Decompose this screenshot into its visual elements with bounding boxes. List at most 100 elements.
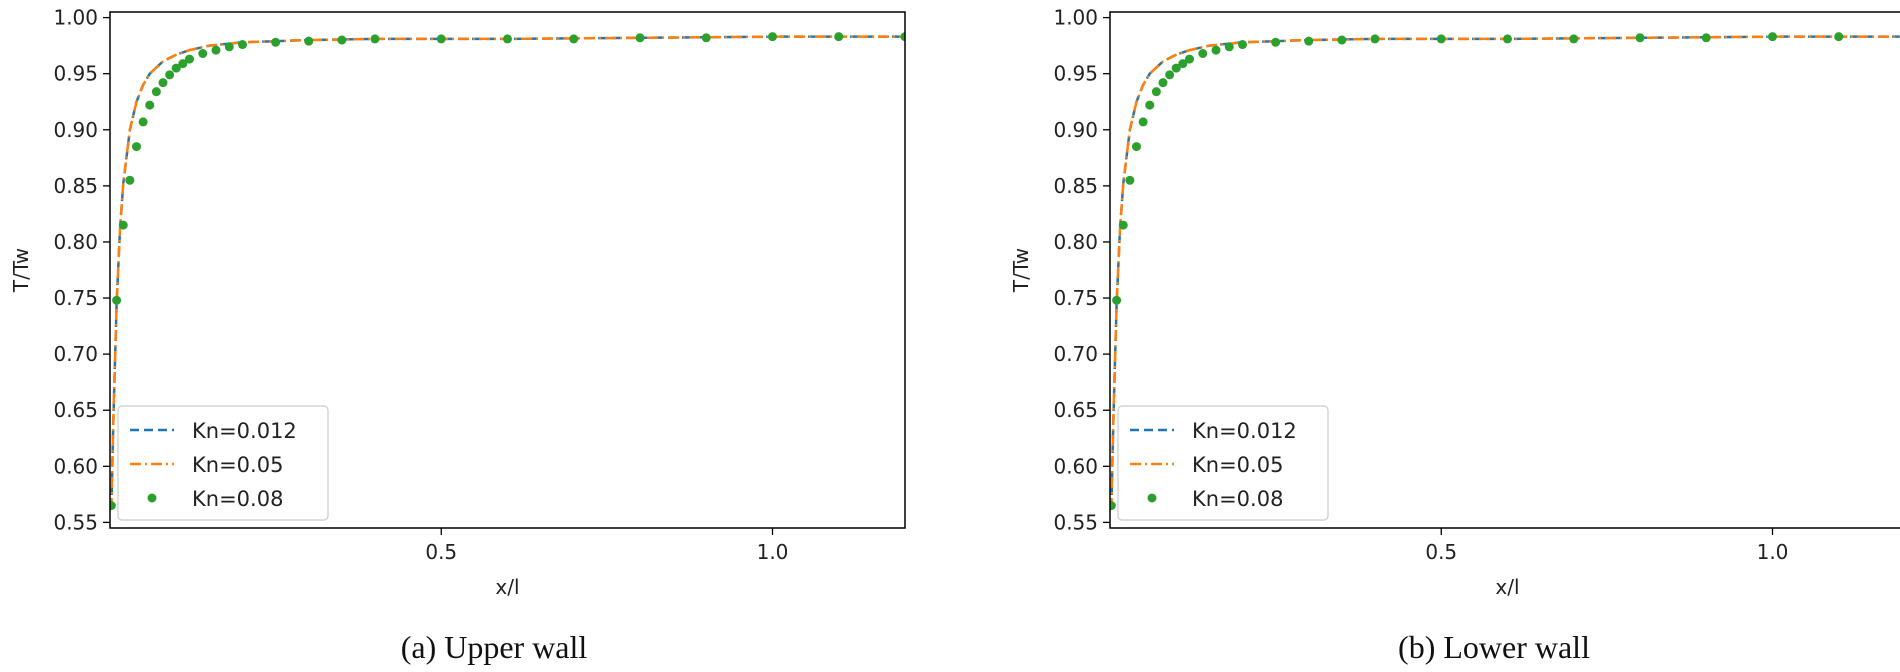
x-tick-label: 0.5 — [425, 540, 457, 564]
y-tick-label: 0.80 — [1053, 230, 1098, 254]
legend-box — [117, 405, 329, 521]
data-point — [171, 63, 181, 73]
data-point — [125, 175, 135, 185]
data-point — [1171, 63, 1181, 73]
series-Kn=0.08 — [1110, 32, 1844, 511]
data-point — [132, 142, 141, 152]
chart-panel-2: 0.550.600.650.700.750.800.850.900.951.00… — [1009, 6, 1900, 665]
data-point — [1151, 87, 1161, 97]
data-point — [224, 42, 234, 52]
axes-frame — [1109, 11, 1900, 529]
legend: Kn=0.012 Kn=0.05 Kn=0.08 — [117, 405, 329, 521]
legend-label: Kn=0.05 — [192, 453, 283, 477]
data-point — [503, 34, 512, 44]
series-line-Kn=0.05 — [110, 35, 905, 509]
data-point — [768, 32, 777, 42]
data-point — [1211, 45, 1221, 55]
data-point — [1110, 501, 1116, 511]
data-point — [151, 87, 161, 97]
y-tick-label: 0.80 — [53, 230, 98, 254]
data-point — [569, 34, 579, 44]
x-tick-label: 1.0 — [757, 540, 789, 564]
y-tick-label: 1.00 — [1053, 6, 1098, 30]
legend-marker — [1147, 493, 1157, 503]
y-tick-label: 0.95 — [1053, 62, 1098, 86]
data-point — [1834, 32, 1844, 42]
data-point — [635, 33, 645, 43]
data-point — [138, 117, 148, 127]
panel-caption: (a) Upper wall — [401, 629, 588, 665]
legend-label: Kn=0.08 — [1192, 487, 1283, 511]
data-point — [1436, 34, 1446, 44]
legend-box — [1117, 405, 1329, 521]
data-point — [1165, 70, 1175, 80]
plot-area — [1110, 32, 1900, 511]
y-tick-label: 0.85 — [1053, 174, 1098, 198]
legend-label: Kn=0.05 — [1192, 453, 1283, 477]
y-tick-label: 1.00 — [53, 6, 98, 30]
data-point — [271, 37, 281, 47]
data-point — [1337, 35, 1347, 45]
legend-label: Kn=0.012 — [1192, 419, 1297, 443]
data-point — [158, 78, 168, 88]
data-point — [1125, 175, 1135, 185]
y-tick-label: 0.75 — [53, 286, 98, 310]
data-point — [198, 49, 208, 58]
axes-frame — [109, 11, 906, 529]
x-tick-label: 1.0 — [1757, 540, 1789, 564]
y-tick-label: 0.90 — [1053, 118, 1098, 142]
data-point — [1178, 59, 1188, 69]
data-point — [145, 100, 155, 110]
data-point — [1701, 33, 1711, 43]
data-point — [1503, 34, 1512, 44]
data-point — [1158, 78, 1168, 88]
chart-panel-1: 0.550.600.650.700.750.800.850.900.951.00… — [9, 6, 906, 665]
data-point — [1224, 42, 1234, 52]
data-point — [1198, 49, 1208, 58]
data-point — [1238, 40, 1247, 50]
legend-label: Kn=0.08 — [192, 487, 283, 511]
data-point — [304, 36, 314, 46]
data-point — [185, 54, 194, 64]
legend-marker — [147, 493, 157, 503]
data-point — [1185, 54, 1194, 64]
series-line-Kn=0.05 — [1110, 35, 1900, 509]
data-point — [436, 34, 446, 44]
y-tick-label: 0.95 — [53, 62, 98, 86]
y-axis-label: T/Tw — [9, 248, 33, 293]
data-point — [1768, 32, 1777, 42]
data-point — [112, 295, 122, 305]
y-tick-label: 0.70 — [53, 342, 98, 366]
data-point — [1569, 34, 1579, 44]
data-point — [118, 220, 128, 230]
y-tick-label: 0.55 — [53, 510, 98, 534]
data-point — [1145, 100, 1155, 110]
y-tick-label: 0.85 — [53, 174, 98, 198]
x-tick-label: 0.5 — [1425, 540, 1457, 564]
y-tick-label: 0.60 — [1053, 454, 1098, 478]
data-point — [211, 45, 221, 55]
data-point — [165, 70, 175, 80]
data-point — [337, 35, 347, 45]
y-tick-label: 0.65 — [1053, 398, 1098, 422]
data-point — [1132, 142, 1141, 152]
data-point — [900, 32, 905, 42]
data-point — [1635, 33, 1645, 43]
data-point — [178, 59, 188, 69]
data-point — [1118, 220, 1128, 230]
legend: Kn=0.012 Kn=0.05 Kn=0.08 — [1117, 405, 1329, 521]
y-tick-label: 0.60 — [53, 454, 98, 478]
data-point — [701, 33, 711, 43]
panel-caption: (b) Lower wall — [1398, 629, 1590, 665]
data-point — [1138, 117, 1148, 127]
y-tick-label: 0.70 — [1053, 342, 1098, 366]
x-axis-label: x/l — [1495, 575, 1519, 599]
data-point — [1370, 34, 1380, 44]
y-axis-label: T/Tw — [1009, 248, 1033, 293]
data-point — [1304, 36, 1314, 46]
data-point — [1112, 295, 1122, 305]
data-point — [238, 40, 247, 50]
plot-area — [110, 32, 905, 511]
data-point — [370, 34, 380, 44]
